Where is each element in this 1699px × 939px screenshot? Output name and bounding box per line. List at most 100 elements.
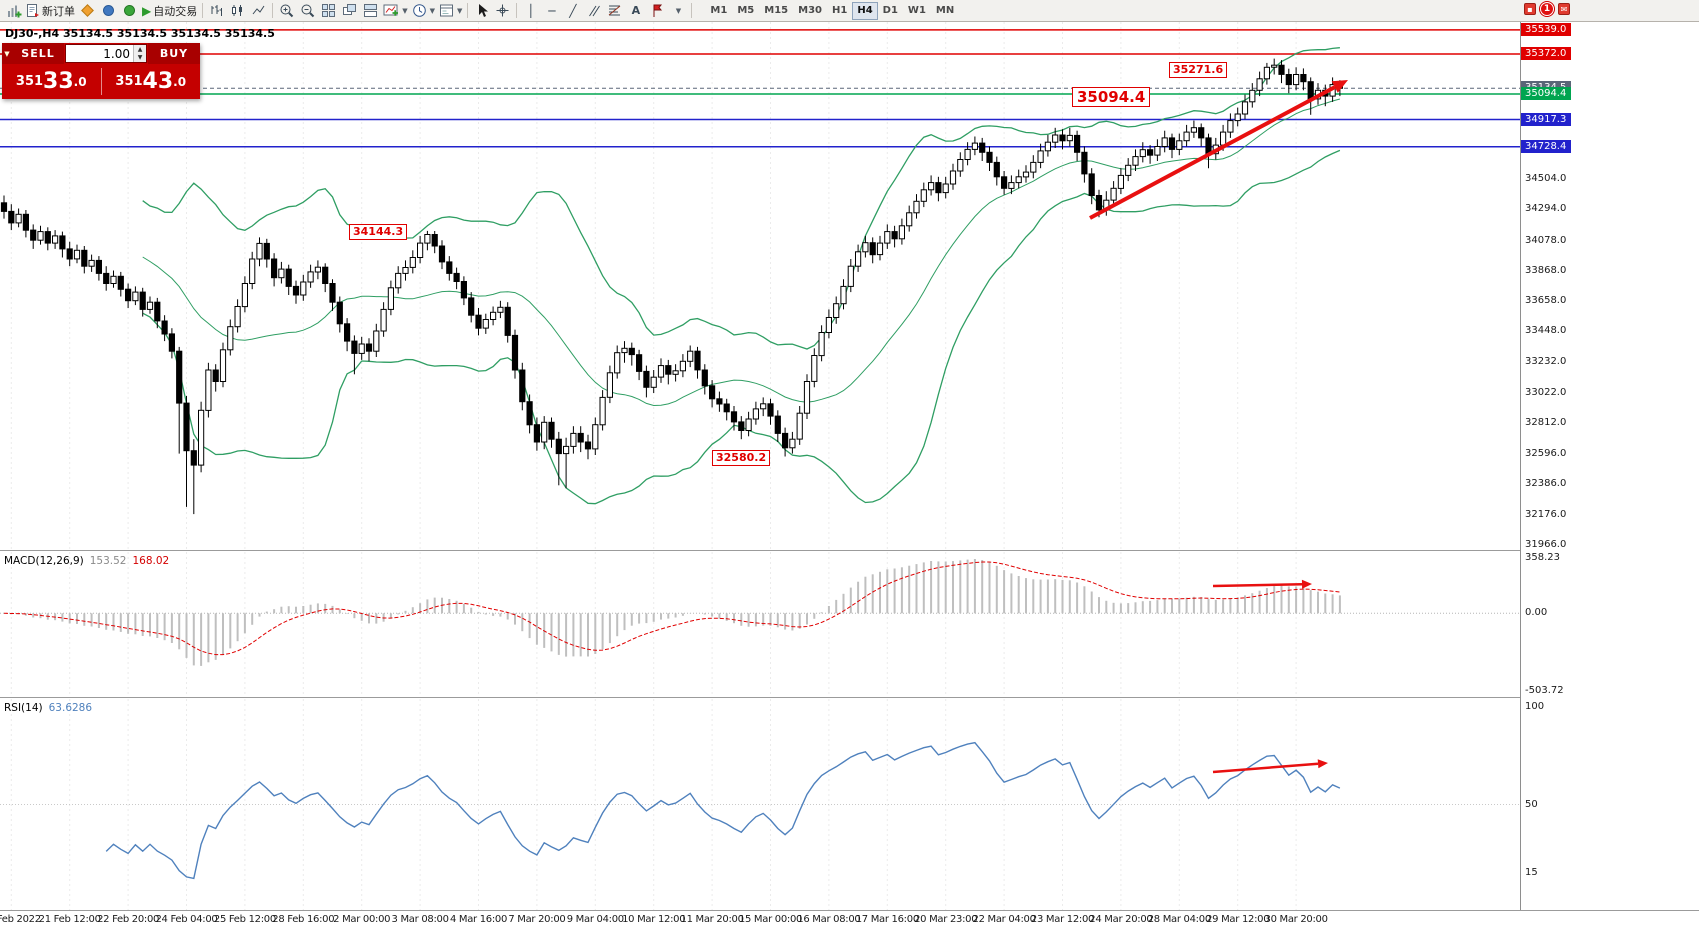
chevron-down-icon: ▼ — [429, 6, 436, 15]
mail-icon[interactable]: ✉ — [1558, 3, 1570, 15]
price-axis[interactable]: 34504.0 34294.0 34078.0 33868.0 33658.0 33448… — [1521, 22, 1699, 910]
time-label: 4 Mar 16:00 — [449, 914, 508, 925]
macd-label: MACD(12,26,9) 153.52 168.02 — [4, 555, 169, 567]
price-tick: 32812.0 — [1525, 417, 1567, 428]
pane-separator[interactable] — [0, 697, 1699, 698]
horizontal-line-icon: ─ — [548, 3, 556, 18]
toolbar-right-icons: ▪ 1 ✉ — [1524, 2, 1570, 16]
price-annotation: 34144.3 — [349, 224, 408, 240]
tile-windows-icon — [322, 4, 336, 17]
channel-icon — [588, 5, 600, 17]
timeframe-h4[interactable]: H4 — [852, 1, 878, 20]
price-annotation: 35271.6 — [1169, 62, 1228, 78]
cascade-windows-button[interactable] — [339, 1, 360, 21]
time-label: 18 Feb 2022 — [0, 914, 41, 925]
pane-separator[interactable] — [0, 550, 1699, 551]
signals-icon — [124, 5, 135, 16]
alert-icon[interactable]: ▪ — [1524, 3, 1536, 15]
crosshair-button[interactable] — [492, 1, 513, 21]
sell-price[interactable]: 351 33.0 — [15, 68, 87, 94]
rsi-value: 63.6286 — [48, 702, 93, 714]
shapes-dropdown[interactable]: ▼ — [667, 1, 688, 21]
fibonacci-button[interactable] — [604, 1, 625, 21]
toolbar-separator — [272, 3, 274, 18]
time-label: 22 Feb 20:00 — [97, 914, 160, 925]
timeframe-h1[interactable]: H1 — [832, 5, 848, 16]
volume-value[interactable]: 1.00 — [103, 46, 130, 61]
volume-down-icon[interactable]: ▼ — [134, 53, 146, 62]
time-label: 24 Feb 04:00 — [155, 914, 218, 925]
timeframe-m1[interactable]: M1 — [710, 5, 728, 16]
macd-panel-canvas[interactable] — [0, 552, 1520, 697]
panel-collapse-arrow[interactable]: ▼ — [2, 43, 12, 64]
bar-chart-button[interactable] — [206, 1, 227, 21]
time-label: 21 Feb 12:00 — [38, 914, 101, 925]
timeframe-mn[interactable]: MN — [935, 5, 955, 16]
templates-dropdown[interactable]: ▼ — [437, 1, 464, 21]
channel-button[interactable] — [583, 1, 604, 21]
trendline-button[interactable]: ╱ — [562, 1, 583, 21]
volume-up-icon[interactable]: ▲ — [134, 45, 146, 54]
price-tick: 32386.0 — [1525, 478, 1567, 490]
volume-stepper[interactable]: ▲ ▼ — [133, 45, 146, 62]
price-axis-separator — [1520, 22, 1521, 910]
zoom-in-icon — [280, 4, 294, 18]
price-tag: 35539.0 — [1521, 22, 1571, 36]
indicators-dropdown[interactable]: ▼ — [381, 1, 409, 21]
mql5-icon — [81, 4, 94, 17]
arrange-windows-button[interactable] — [360, 1, 381, 21]
timeframe-d1[interactable]: D1 — [882, 5, 898, 16]
time-label: 2 Mar 00:00 — [333, 914, 391, 925]
timeframe-group: M1 M5 M15 M30 H1 H4 D1 W1 MN — [705, 1, 959, 20]
time-label: 24 Mar 20:00 — [1089, 914, 1153, 925]
timeframe-m15[interactable]: M15 — [764, 5, 789, 16]
price-tick: 33658.0 — [1525, 295, 1567, 307]
notification-badge[interactable]: 1 — [1540, 2, 1554, 16]
mql5-button[interactable] — [77, 1, 98, 21]
periods-dropdown[interactable]: ▼ — [410, 1, 437, 21]
rsi-axis-label: 50 — [1525, 798, 1538, 810]
time-label: 28 Mar 04:00 — [1147, 914, 1211, 925]
rsi-name: RSI(14) — [4, 702, 43, 714]
arrows-button[interactable] — [646, 1, 667, 21]
macd-name: MACD(12,26,9) — [4, 555, 84, 567]
price-tick: 33448.0 — [1525, 325, 1567, 337]
trendline-icon: ╱ — [569, 3, 577, 18]
timeframe-m5[interactable]: M5 — [737, 5, 755, 16]
play-icon: ▶ — [142, 3, 152, 18]
vertical-line-button[interactable]: │ — [520, 1, 541, 21]
rsi-panel-canvas[interactable] — [0, 699, 1520, 910]
main-chart-canvas[interactable] — [0, 22, 1520, 550]
add-indicator-icon — [383, 4, 399, 16]
timeframe-m30[interactable]: M30 — [798, 5, 822, 16]
volume-field[interactable]: 1.00 ▲ ▼ — [65, 44, 147, 63]
signals-button[interactable] — [119, 1, 140, 21]
rsi-axis-label: 100 — [1525, 701, 1545, 712]
candlestick-chart-button[interactable] — [227, 1, 248, 21]
template-icon — [440, 4, 454, 17]
line-chart-button[interactable] — [248, 1, 269, 21]
market-button[interactable] — [98, 1, 119, 21]
sell-button[interactable]: SELL — [12, 43, 64, 64]
tile-windows-button[interactable] — [318, 1, 339, 21]
new-order-button[interactable]: 新订单 — [24, 1, 77, 21]
price-tag: 34728.4 — [1521, 139, 1571, 153]
zoom-in-button[interactable] — [276, 1, 297, 21]
timeframe-w1[interactable]: W1 — [907, 5, 926, 16]
macd-axis-label: 358.23 — [1525, 552, 1560, 563]
buy-button[interactable]: BUY — [148, 43, 200, 64]
time-label: 17 Mar 16:00 — [855, 914, 919, 925]
horizontal-line-button[interactable]: ─ — [541, 1, 562, 21]
zoom-out-button[interactable] — [297, 1, 318, 21]
buy-price[interactable]: 351 43.0 — [115, 68, 187, 94]
price-tick: 33232.0 — [1525, 356, 1567, 368]
text-button[interactable]: A — [625, 1, 646, 21]
new-chart-button[interactable] — [3, 1, 24, 21]
auto-trading-label: 自动交易 — [153, 4, 198, 18]
cursor-button[interactable] — [471, 1, 492, 21]
time-label: 15 Mar 00:00 — [738, 914, 803, 925]
rsi-axis-label: 15 — [1525, 866, 1538, 878]
auto-trading-button[interactable]: ▶ 自动交易 — [140, 1, 199, 21]
one-click-trading-panel: ▼ SELL 1.00 ▲ ▼ BUY 351 33.0 351 43.0 — [2, 43, 200, 99]
